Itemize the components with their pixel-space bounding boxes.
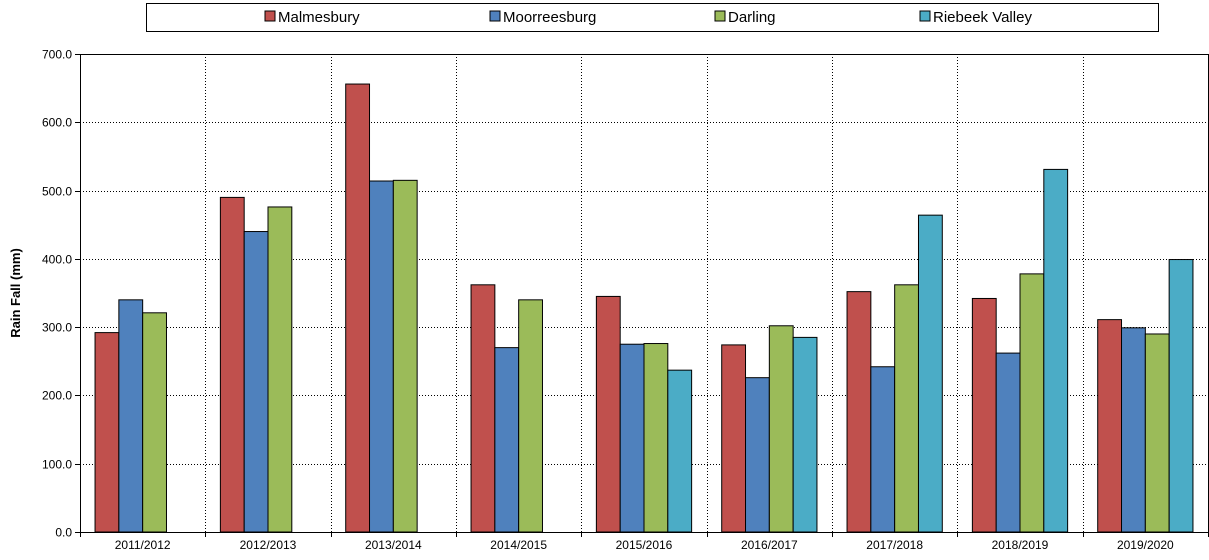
bar-malmesbury <box>595 295 621 533</box>
y-axis-title: Rain Fall (mm) <box>8 248 23 338</box>
bar-moorreesburg <box>369 180 394 533</box>
bar-riebeek-valley <box>792 336 818 533</box>
legend-label: Malmesbury <box>278 9 360 26</box>
bar-riebeek-valley <box>917 214 943 533</box>
bar-malmesbury <box>94 332 120 533</box>
bar-malmesbury <box>345 83 371 533</box>
x-tick-label: 2019/2020 <box>1117 538 1174 552</box>
y-axis: 0.0 100.0 200.0 300.0 400.0 500.0 600.0 700.0 <box>42 48 80 540</box>
legend-box <box>146 3 1159 32</box>
bar-darling <box>768 325 794 533</box>
legend-swatch <box>489 10 501 22</box>
legend-label: Riebeek Valley <box>933 9 1032 26</box>
y-tick-label: 300.0 <box>42 321 72 335</box>
bar-riebeek-valley <box>667 369 693 533</box>
x-tick-label: 2016/2017 <box>741 538 798 552</box>
x-axis: 2011/2012 2012/2013 2013/2014 2014/2015 2015… <box>80 532 1209 552</box>
x-tick-label: 2011/2012 <box>115 538 171 552</box>
y-tick-label: 0.0 <box>55 526 72 540</box>
bar-malmesbury <box>1097 319 1123 533</box>
y-tick-label: 400.0 <box>42 253 72 267</box>
legend-swatch <box>714 10 726 22</box>
x-tick-label: 2018/2019 <box>992 538 1049 552</box>
bar-moorreesburg <box>870 366 896 533</box>
bar-moorreesburg <box>745 377 770 533</box>
x-tick-label: 2013/2014 <box>365 538 422 552</box>
bar-riebeek-valley <box>1168 259 1194 533</box>
bar-moorreesburg <box>995 352 1021 533</box>
bar-darling <box>1144 333 1170 533</box>
legend: Malmesbury Moorreesburg Darling Riebeek Val… <box>146 3 1159 32</box>
y-tick-label: 200.0 <box>42 389 72 403</box>
bar-darling <box>267 206 293 533</box>
bar-darling <box>392 179 418 533</box>
bar-darling <box>643 343 669 533</box>
y-tick-label: 600.0 <box>42 116 72 130</box>
bar-moorreesburg <box>619 343 645 533</box>
legend-label: Moorreesburg <box>503 9 596 26</box>
bar-moorreesburg <box>243 231 269 533</box>
bar-moorreesburg <box>494 347 520 533</box>
x-tick-label: 2015/2016 <box>616 538 673 552</box>
x-tick-label: 2012/2013 <box>240 538 297 552</box>
bar-darling <box>518 299 543 533</box>
bar-malmesbury <box>470 284 496 533</box>
bar-malmesbury <box>219 196 245 533</box>
bar-moorreesburg <box>1121 327 1146 533</box>
legend-swatch <box>264 10 276 22</box>
x-tick-label: 2017/2018 <box>866 538 923 552</box>
x-tick-label: 2014/2015 <box>490 538 547 552</box>
bar-moorreesburg <box>118 299 144 533</box>
bar-darling <box>894 284 919 533</box>
bar-malmesbury <box>721 344 747 533</box>
bar-malmesbury <box>971 297 997 533</box>
y-tick-label: 500.0 <box>42 185 72 199</box>
legend-label: Darling <box>728 9 776 26</box>
bar-malmesbury <box>846 291 872 533</box>
bar-darling <box>142 312 167 533</box>
bar-darling <box>1019 273 1045 533</box>
legend-swatch <box>919 10 931 22</box>
bar-riebeek-valley <box>1043 168 1069 533</box>
bars <box>94 83 1194 533</box>
y-tick-label: 700.0 <box>42 48 72 62</box>
y-tick-label: 100.0 <box>42 458 72 472</box>
